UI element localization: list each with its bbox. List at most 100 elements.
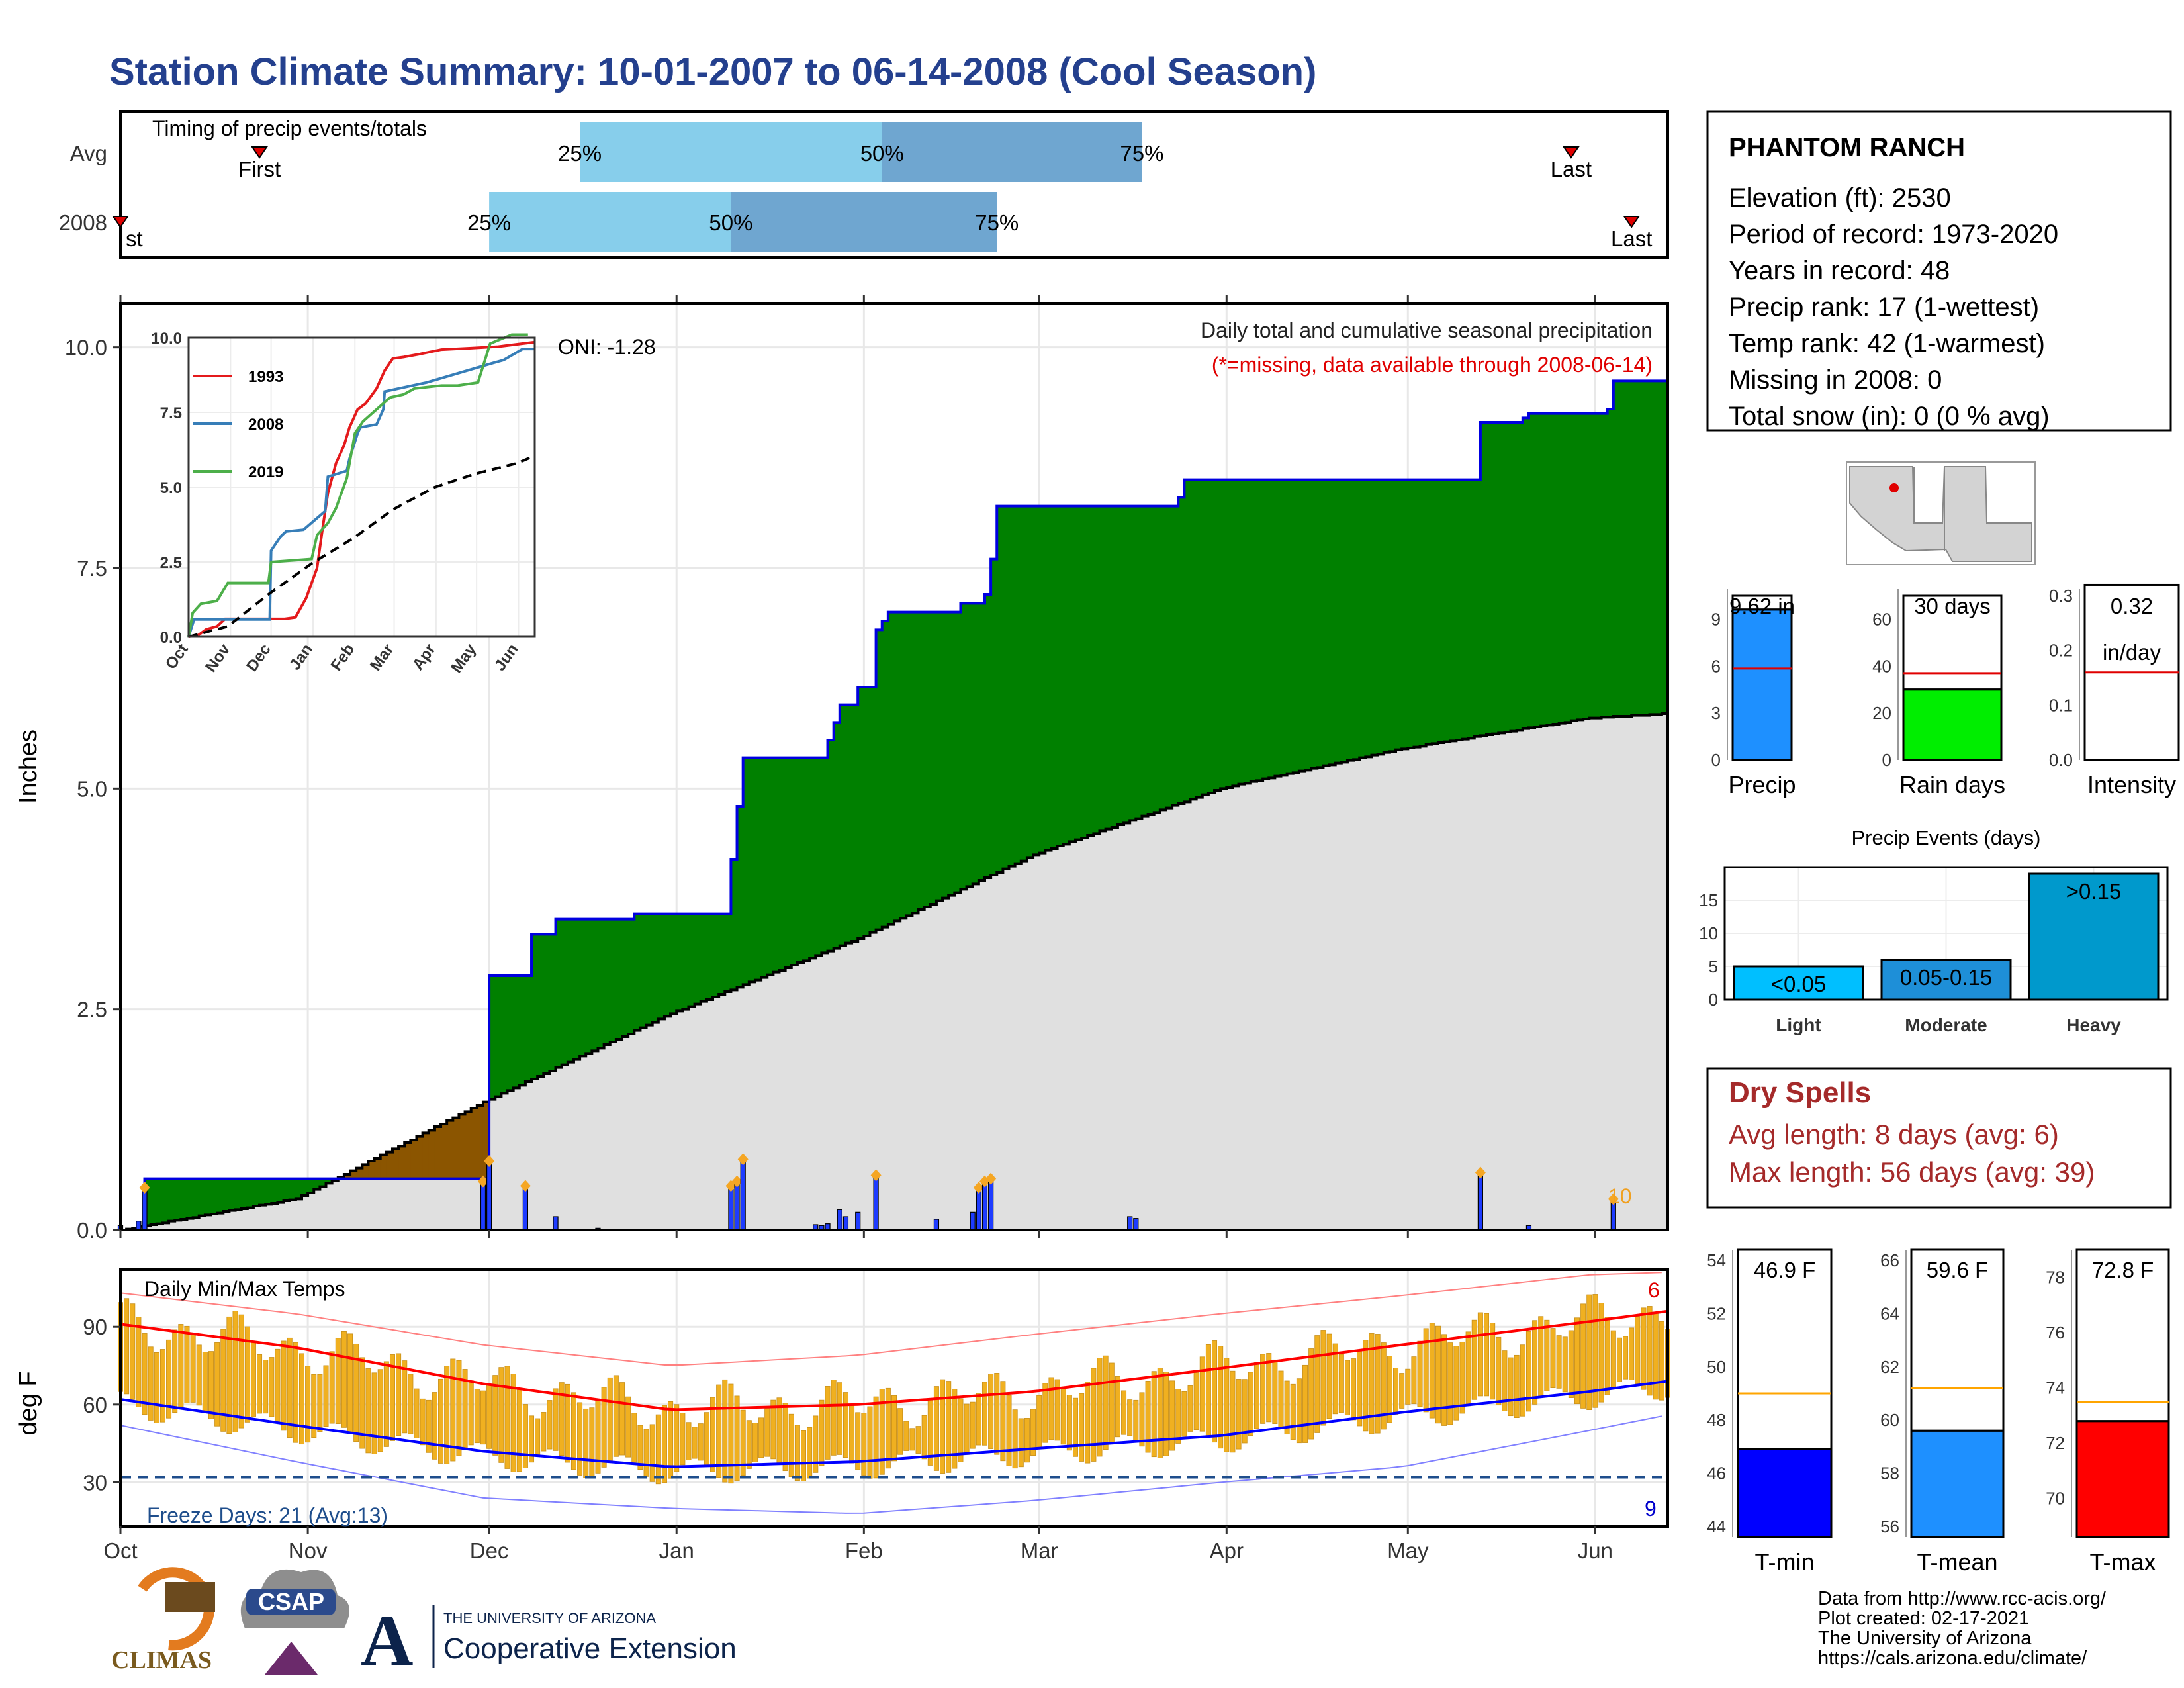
above-normal-segment [960, 603, 968, 890]
daily-temp-bar [1320, 1330, 1326, 1426]
temp-mini-category-label: T-mean [1917, 1548, 1997, 1575]
daily-temp-bar [601, 1387, 607, 1468]
daily-temp-bar [1568, 1330, 1574, 1399]
above-normal-segment [706, 914, 713, 1000]
timing-q75-label: 75% [975, 211, 1019, 235]
above-normal-segment [1051, 506, 1058, 849]
daily-temp-bar [323, 1365, 329, 1427]
above-normal-segment [906, 612, 913, 916]
daily-precip-bar [486, 1160, 492, 1231]
daily-temp-bar [668, 1401, 674, 1479]
daily-temp-bar [1236, 1379, 1242, 1450]
above-normal-segment [289, 1178, 296, 1200]
above-normal-segment [1426, 479, 1433, 745]
above-normal-segment [1148, 506, 1155, 814]
daily-temp-bar [408, 1374, 414, 1434]
daily-temp-bar [1417, 1340, 1423, 1407]
daily-temp-bar [172, 1329, 178, 1413]
daily-temp-bar [250, 1341, 256, 1417]
daily-temp-bar [722, 1379, 728, 1483]
dry-spells-box: Dry Spells Avg length: 8 days (avg: 6) M… [1706, 1067, 2172, 1209]
above-normal-segment [688, 914, 696, 1007]
missing-note: (*=missing, data available through 2008-… [1212, 353, 1653, 377]
station-line: Total snow (in): 0 (0 % avg) [1729, 402, 2050, 431]
events-bar-label: >0.15 [2066, 879, 2122, 904]
events-bar-label: 0.05-0.15 [1900, 965, 1992, 990]
precip-ytick-label: 0.0 [77, 1218, 107, 1243]
above-normal-segment [924, 612, 931, 907]
daily-temp-bar [655, 1414, 661, 1485]
above-normal-segment [1619, 381, 1626, 716]
daily-temp-bar [383, 1361, 389, 1447]
above-normal-segment [241, 1178, 248, 1209]
temp-mini-ytick-label: 58 [1880, 1464, 1899, 1483]
daily-temp-bar [208, 1351, 214, 1419]
daily-temp-bar [625, 1396, 631, 1458]
daily-temp-bar [940, 1379, 946, 1474]
dry-spells-max: Max length: 56 days (avg: 39) [1729, 1156, 2095, 1188]
daily-temp-bar [1393, 1368, 1399, 1415]
mini-value-label: 30 days [1914, 594, 1991, 618]
above-normal-segment [1547, 413, 1554, 726]
daily-temp-bar [232, 1311, 238, 1432]
above-normal-segment [876, 630, 883, 930]
inset-xtick-label: Nov [202, 640, 234, 675]
daily-temp-bar [1036, 1395, 1042, 1449]
above-normal-segment [918, 612, 925, 910]
inset-xtick-label: Feb [328, 641, 359, 674]
above-normal-segment [531, 934, 538, 1079]
daily-temp-bar [1109, 1362, 1115, 1443]
above-normal-segment [900, 612, 907, 919]
above-normal-segment [1039, 506, 1046, 853]
inset-xtick-label: Jan [286, 641, 316, 673]
above-normal-segment [1565, 413, 1572, 723]
daily-temp-bar [1145, 1381, 1151, 1453]
above-normal-segment [1009, 506, 1016, 867]
climas-logo: CLIMAS [111, 1567, 215, 1674]
above-normal-segment [1432, 479, 1439, 744]
daily-temp-bar [1024, 1418, 1030, 1463]
below-normal-segment [392, 1149, 399, 1179]
daily-temp-bar [921, 1415, 927, 1460]
daily-temp-bar [1525, 1331, 1531, 1412]
daily-temp-bar [1121, 1390, 1127, 1435]
timing-first-label: First [238, 157, 281, 181]
temp-mini-outline [1910, 1248, 2005, 1432]
temp-mini-value-label: 46.9 F [1754, 1258, 1816, 1282]
above-normal-segment [1595, 413, 1602, 718]
above-normal-segment [1256, 479, 1263, 781]
daily-temp-bar [1230, 1370, 1236, 1453]
precip-events-chart: Precip Events (days) <0.05 Light 0.05-0.15 M… [1699, 826, 2169, 1035]
daily-temp-bar [686, 1422, 692, 1461]
dry-spells-frame [1706, 1067, 2172, 1209]
daily-temp-bar [438, 1378, 444, 1464]
above-normal-segment [1244, 479, 1251, 784]
temp-mini-ytick-label: 64 [1880, 1303, 1899, 1323]
daily-temp-bar [631, 1413, 637, 1463]
temp-ytick-label: 60 [83, 1393, 107, 1417]
above-normal-segment [169, 1178, 175, 1221]
daily-temp-bar [1205, 1344, 1211, 1436]
daily-temp-bar [861, 1413, 867, 1476]
daily-temp-bar [298, 1353, 304, 1445]
above-normal-segment [1396, 479, 1402, 750]
daily-temp-bar [1550, 1328, 1556, 1389]
above-normal-segment [1293, 479, 1300, 773]
temp-mini-ytick-label: 54 [1707, 1250, 1726, 1270]
daily-temp-bar [619, 1382, 625, 1456]
mini-bar [1731, 608, 1793, 761]
above-normal-segment [1420, 479, 1427, 747]
mini-ytick-label: 20 [1872, 703, 1891, 723]
above-normal-segment [1190, 479, 1197, 800]
daily-temp-bar [1556, 1335, 1562, 1389]
daily-temp-bar [1253, 1362, 1259, 1429]
above-normal-segment [1341, 479, 1348, 763]
daily-precip-bar [981, 1181, 988, 1231]
above-normal-segment [1655, 381, 1662, 715]
temp-ylabel: deg F [15, 1371, 42, 1435]
daily-temp-bar [1399, 1373, 1405, 1409]
credit-line: Plot created: 02-17-2021 [1818, 1608, 2029, 1629]
inset-ytick-label: 5.0 [160, 479, 182, 497]
above-normal-segment [519, 976, 526, 1086]
daily-temp-bar [244, 1326, 250, 1423]
